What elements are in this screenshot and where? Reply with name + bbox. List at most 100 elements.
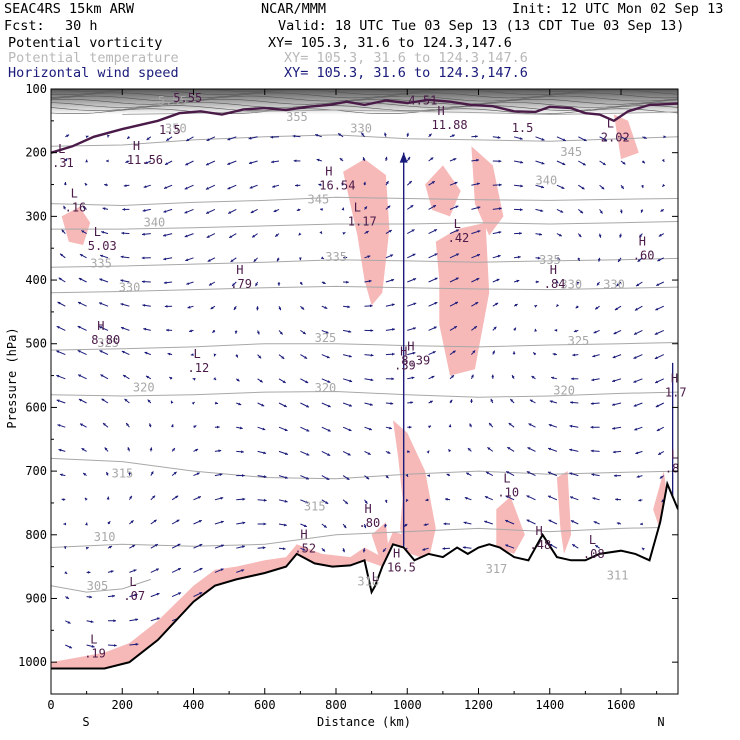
wind-vector-head — [327, 380, 331, 383]
strat-pv-contour — [51, 98, 678, 105]
wind-vector-head — [61, 229, 65, 233]
wind-vector-head — [448, 449, 452, 453]
wind-vector-head — [643, 136, 647, 139]
wind-vector-head — [633, 380, 637, 383]
wind-vector-head — [279, 331, 283, 335]
wind-vector-head — [66, 596, 69, 599]
wind-vector-head — [121, 350, 125, 354]
y-axis-label: Pressure (hPa) — [5, 327, 19, 428]
theta-contour-315 — [51, 457, 678, 480]
wind-vector-head — [173, 471, 177, 475]
wind-vector-head — [120, 303, 124, 306]
wind-vector-head — [596, 282, 600, 286]
theta-label: 330 — [350, 121, 372, 135]
wind-vector-head — [455, 277, 459, 281]
wind-vector-head — [612, 426, 616, 430]
wind-vector-head — [443, 522, 447, 526]
wind-vector-head — [654, 356, 658, 359]
wind-vector-head — [206, 138, 210, 141]
wind-vector-head — [104, 183, 107, 187]
wind-vector-head — [455, 301, 458, 305]
wind-vector-head — [499, 183, 502, 187]
wind-vector-head — [81, 230, 85, 233]
wind-vector-head — [590, 425, 594, 429]
wind-vector-head — [547, 471, 551, 475]
y-tick-label: 600 — [25, 400, 47, 414]
wind-vector-head — [218, 449, 222, 453]
wind-vector-head — [81, 448, 85, 451]
low-marker: L — [90, 632, 97, 646]
wind-vector-head — [492, 350, 495, 354]
wind-vector-head — [252, 234, 256, 238]
wind-vector-head — [576, 281, 580, 285]
wind-vector-head — [431, 181, 435, 184]
wind-vector-head — [391, 278, 395, 282]
wind-vector-head — [467, 448, 471, 451]
theta-label: 320 — [553, 384, 575, 398]
extremum-value: 11.88 — [432, 118, 468, 132]
wind-vector-head — [561, 186, 565, 189]
wind-vector-head — [213, 353, 217, 357]
wind-vector-head — [477, 182, 480, 186]
wind-vector-head — [184, 234, 188, 238]
wind-vector-head — [322, 548, 325, 552]
wind-vector-head — [255, 283, 258, 287]
wind-vector-head — [322, 281, 326, 284]
wind-vector-head — [423, 523, 427, 526]
wind-vector-head — [434, 253, 438, 256]
y-tick-label: 400 — [25, 273, 47, 287]
wind-vector-head — [434, 277, 438, 281]
wind-vector-head — [484, 496, 488, 499]
wind-vector-head — [80, 423, 83, 427]
wind-vector-head — [230, 259, 234, 262]
wind-vector-head — [199, 592, 203, 595]
wind-vector-head — [615, 498, 618, 501]
wind-vector-head — [555, 280, 559, 284]
pv-shaded-region — [61, 206, 91, 245]
wind-vector-head — [199, 544, 203, 547]
wind-vector-head — [571, 377, 574, 381]
theta-contour-310 — [51, 526, 678, 548]
theta-label: 340 — [144, 216, 166, 230]
wind-vector-head — [583, 138, 587, 142]
wind-vector-head — [641, 185, 644, 188]
wind-vector-head — [242, 474, 245, 477]
wind-vector-head — [63, 205, 66, 209]
high-marker: H — [536, 524, 543, 538]
wind-vector-head — [411, 229, 415, 232]
wind-vector-head — [442, 547, 446, 550]
wind-vector-head — [166, 328, 169, 332]
wind-vector-head — [599, 210, 603, 214]
wind-vector-head — [346, 477, 350, 480]
wind-vector-head — [506, 471, 510, 474]
wind-vector-head — [637, 259, 641, 262]
wind-vector-head — [163, 233, 166, 237]
wind-vector-head — [406, 132, 409, 136]
wind-vector-head — [302, 548, 306, 551]
wind-vector-head — [446, 473, 450, 477]
wind-vector-head — [368, 427, 372, 431]
wind-vector-head — [592, 497, 596, 500]
wind-vector-head — [475, 302, 479, 305]
wind-vector-head — [473, 326, 477, 329]
wind-vector-head — [505, 544, 509, 548]
wind-vector-head — [469, 423, 473, 427]
high-marker: H — [407, 340, 414, 354]
theta-label: 315 — [304, 500, 326, 514]
wind-vector-head — [569, 424, 573, 428]
low-marker: L — [194, 347, 201, 361]
wind-vector-head — [282, 547, 286, 551]
wind-vector-head — [106, 159, 109, 163]
wind-vector-head — [548, 447, 552, 451]
wind-vector-head — [370, 378, 374, 382]
y-tick-label: 800 — [25, 528, 47, 542]
wind-vector-head — [640, 522, 643, 526]
wind-vector-head — [250, 210, 254, 213]
wind-vector-head — [326, 477, 330, 480]
wind-vector-head — [348, 428, 352, 432]
wind-vector-head — [385, 181, 389, 185]
legend-potential-temperature: Potential temperature — [8, 50, 179, 66]
wind-vector-head — [498, 231, 502, 234]
wind-vector-head — [146, 375, 149, 379]
wind-vector-head — [326, 355, 330, 359]
